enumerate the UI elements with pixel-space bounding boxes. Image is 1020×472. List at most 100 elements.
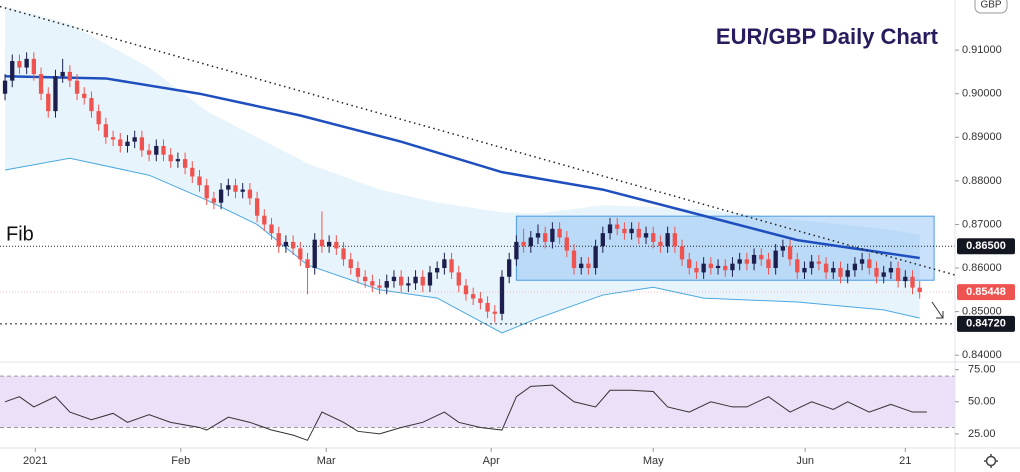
candle-body <box>362 276 368 282</box>
candle-body <box>262 215 267 225</box>
candle-body <box>485 302 490 312</box>
candle-body <box>312 239 317 269</box>
candle-body <box>377 285 382 288</box>
candle-body <box>139 137 145 151</box>
candle-body <box>607 224 613 234</box>
candle-body <box>74 80 80 94</box>
candle-body <box>247 189 253 199</box>
x-tick-label: 2021 <box>23 455 47 467</box>
x-tick-label: Feb <box>171 455 190 467</box>
candle-body <box>557 228 562 238</box>
x-tick-label: Jun <box>796 455 814 467</box>
candle-body <box>384 281 389 288</box>
candle-body <box>463 285 469 295</box>
candle-body <box>31 58 37 75</box>
candle-body <box>125 141 130 147</box>
candle-body <box>852 263 858 271</box>
candle-body <box>471 294 476 299</box>
candle-body <box>766 259 771 269</box>
settings-icon[interactable] <box>984 454 998 468</box>
candle-body <box>398 276 404 286</box>
candle-body <box>82 93 87 99</box>
candle-body <box>456 272 461 286</box>
candle-body <box>233 185 238 192</box>
candle-body <box>773 250 778 269</box>
candle-body <box>528 237 533 247</box>
candle-body <box>780 246 786 251</box>
rsi-tick-label: 50.00 <box>968 396 996 408</box>
candle-body <box>845 270 850 277</box>
currency-label: GBP <box>980 0 1001 11</box>
fib-annotation: Fib <box>6 223 34 245</box>
candle-body <box>838 268 843 277</box>
candle-body <box>708 263 714 269</box>
candle-body <box>571 250 577 269</box>
candle-body <box>593 246 598 269</box>
candle-body <box>910 276 915 288</box>
x-tick-label: Apr <box>483 455 500 467</box>
y-tick-label: 0.87000 <box>962 218 1002 230</box>
candle-body <box>370 281 375 286</box>
candle-body <box>89 98 94 112</box>
candle-body <box>240 189 245 192</box>
candle-body <box>759 254 764 260</box>
candle-body <box>658 241 663 247</box>
y-tick-label: 0.84000 <box>962 349 1002 361</box>
candle-body <box>521 241 526 247</box>
candle-body <box>723 265 728 271</box>
trendline <box>0 5 956 276</box>
candle-body <box>751 254 757 264</box>
currency-badge[interactable] <box>974 0 1008 14</box>
candle-body <box>867 259 872 269</box>
candle-body <box>600 233 605 247</box>
last-price-label: 0.85448 <box>966 286 1006 298</box>
candle-body <box>643 233 649 238</box>
candle-body <box>622 228 627 234</box>
candle-body <box>182 159 188 168</box>
y-tick-label: 0.91000 <box>962 44 1002 56</box>
candle-body <box>449 259 454 273</box>
candle-body <box>348 259 353 269</box>
candle-body <box>132 137 137 142</box>
x-tick-label: Mar <box>317 455 336 467</box>
gear-teeth[interactable] <box>984 454 998 468</box>
rsi-tick-label: 75.00 <box>968 364 996 376</box>
candle-body <box>67 71 73 81</box>
candle-body <box>823 263 829 273</box>
level-label: 0.84720 <box>966 318 1006 330</box>
candle-body <box>406 283 411 286</box>
level-badge <box>957 238 1015 255</box>
candle-body <box>226 185 231 190</box>
candle-body <box>715 265 721 269</box>
price-pane <box>0 5 956 334</box>
band-area <box>5 6 920 333</box>
candle-body <box>809 261 814 269</box>
candle-body <box>38 74 44 94</box>
candle-body <box>190 167 195 177</box>
candle-body <box>859 259 865 264</box>
candle-body <box>586 263 591 269</box>
candle-body <box>442 259 447 269</box>
candle-body <box>110 137 116 140</box>
candle-body <box>478 298 483 303</box>
candle-body <box>276 233 281 247</box>
candle-body <box>579 263 584 269</box>
candle-body <box>787 246 793 260</box>
candle-body <box>535 233 541 238</box>
moving-average <box>5 75 920 260</box>
candle-body <box>10 61 15 81</box>
candle-body <box>197 176 202 186</box>
candle-body <box>672 233 677 247</box>
candle-body <box>687 259 692 269</box>
candle-body <box>319 239 325 247</box>
candle-body <box>17 61 22 68</box>
candle-body <box>175 159 181 162</box>
candle-body <box>499 276 505 314</box>
rsi-band <box>0 376 955 428</box>
candle-body <box>744 259 750 264</box>
candle-body <box>435 268 440 273</box>
candle-body <box>701 263 706 273</box>
y-tick-label: 0.85000 <box>962 306 1002 318</box>
candle-body <box>564 237 569 251</box>
candle-body <box>355 268 361 277</box>
